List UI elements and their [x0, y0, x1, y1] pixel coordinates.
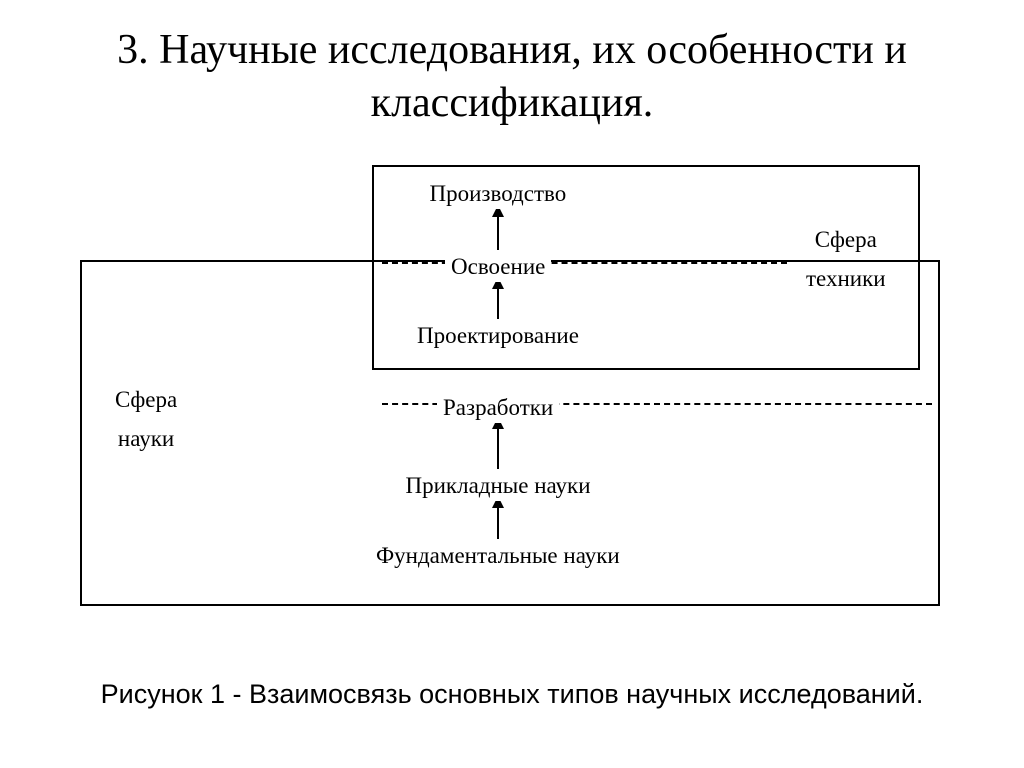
sphere-science-line2: науки	[115, 419, 177, 458]
sphere-science-line1: Сфера	[115, 380, 177, 419]
level-applied: Прикладные науки	[400, 470, 597, 501]
sphere-science-label: Сфера науки	[115, 380, 177, 458]
sphere-tech-line1: Сфера	[806, 220, 886, 259]
level-design: Проектирование	[411, 320, 585, 351]
sphere-tech-label: Сфера техники	[806, 220, 886, 298]
level-mastering: Освоение	[445, 251, 551, 282]
level-production: Производство	[424, 178, 573, 209]
figure-caption: Рисунок 1 - Взаимосвязь основных типов н…	[0, 677, 1024, 712]
dashed-line-0	[382, 262, 787, 264]
diagram-canvas: Сфера науки Сфера техники Производство Ос…	[0, 0, 1024, 768]
sphere-tech-line2: техники	[806, 259, 886, 298]
level-development: Разработки	[437, 392, 559, 423]
level-fundamental: Фундаментальные науки	[370, 540, 626, 571]
